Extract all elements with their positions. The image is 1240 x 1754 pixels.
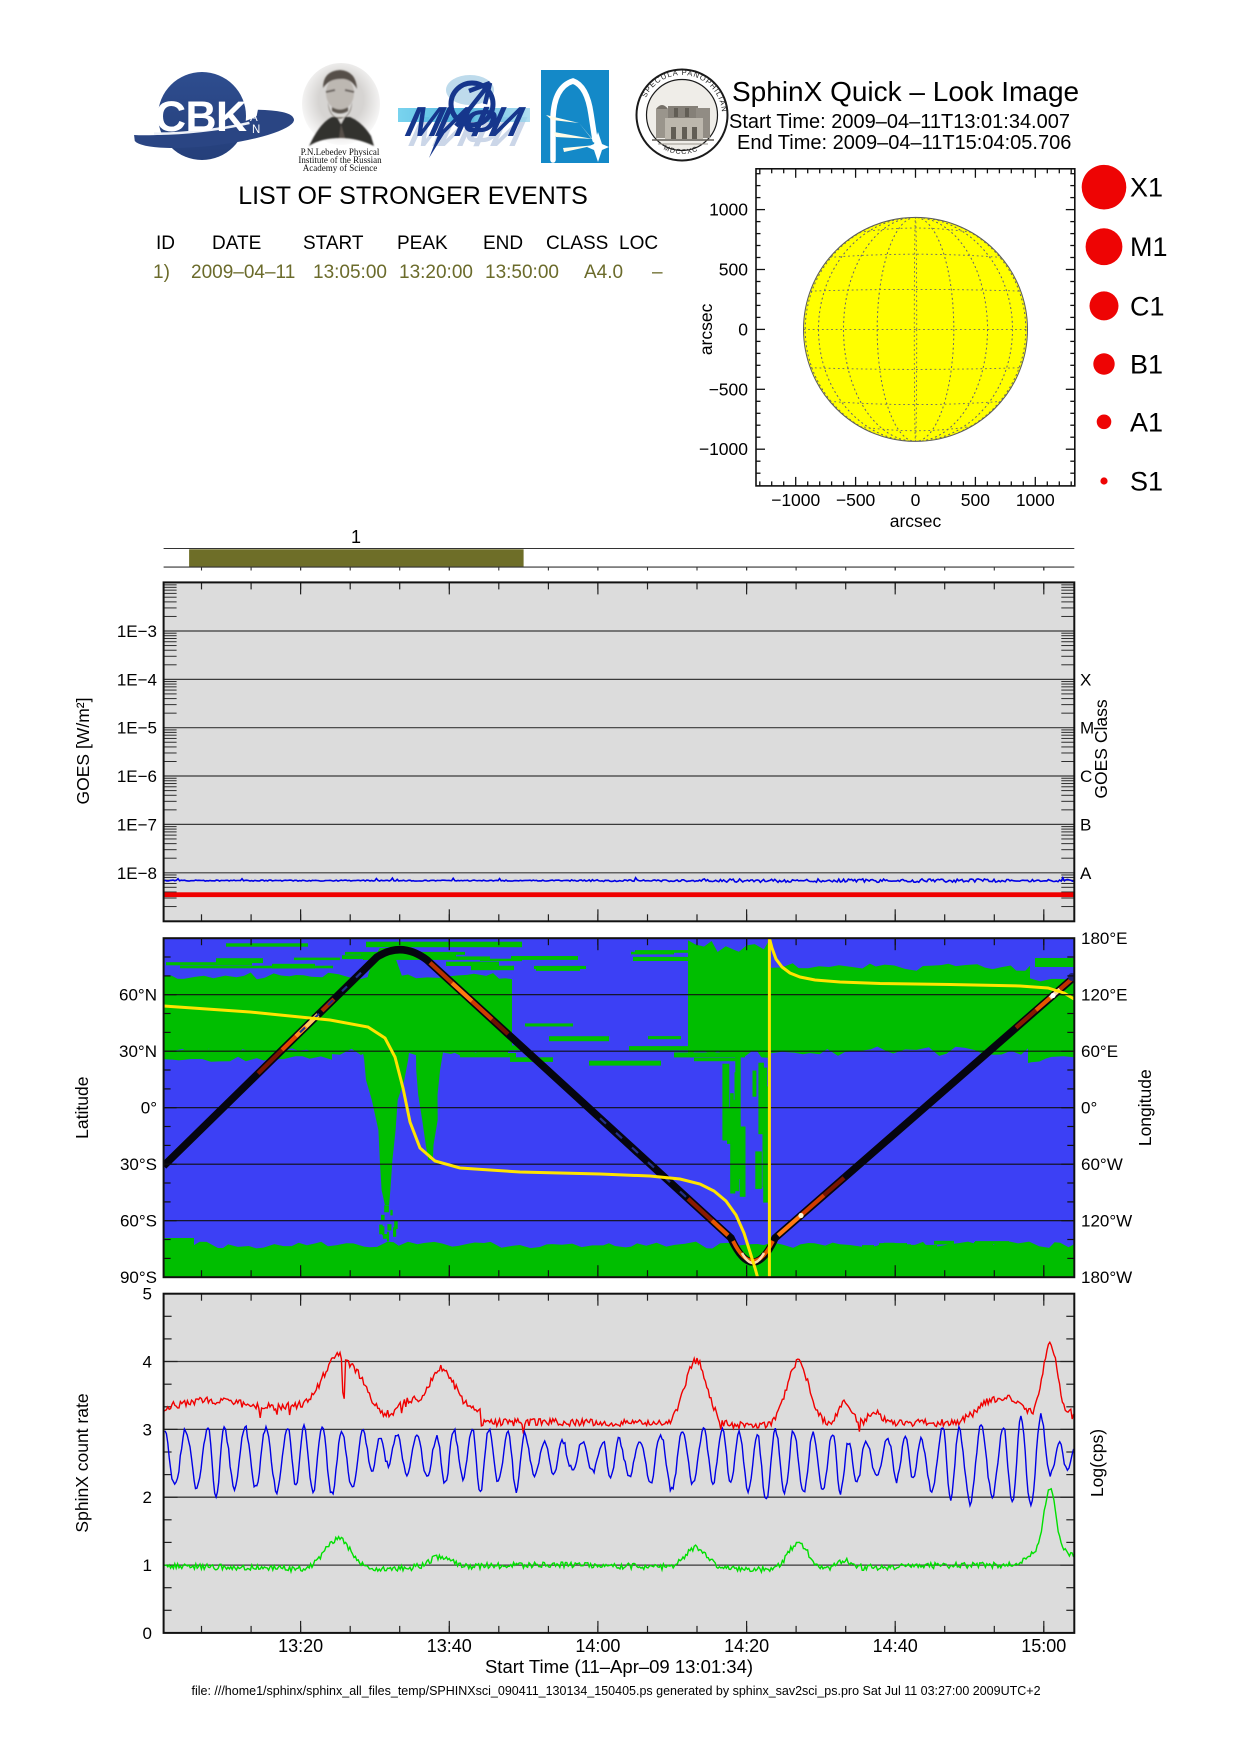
svg-text:M: M (1080, 719, 1094, 738)
svg-text:Longitude: Longitude (1135, 1069, 1155, 1146)
svg-text:13:20: 13:20 (278, 1636, 323, 1656)
svg-text:A1: A1 (1130, 407, 1163, 437)
svg-text:1E−3: 1E−3 (117, 622, 157, 641)
svg-text:500: 500 (719, 260, 748, 280)
svg-text:P: P (248, 100, 256, 112)
svg-text:C1: C1 (1130, 291, 1165, 321)
svg-text:180°E: 180°E (1081, 929, 1128, 948)
svg-text:B: B (1080, 815, 1091, 834)
svg-text:arcsec: arcsec (696, 303, 716, 355)
svg-text:0°: 0° (1081, 1099, 1097, 1118)
svg-text:A: A (1080, 864, 1092, 883)
svg-text:M1: M1 (1130, 232, 1168, 262)
svg-text:60°E: 60°E (1081, 1042, 1118, 1061)
svg-text:120°E: 120°E (1081, 986, 1128, 1005)
svg-text:−500: −500 (836, 490, 876, 510)
svg-text:−500: −500 (709, 379, 749, 399)
svg-text:3: 3 (143, 1420, 152, 1439)
svg-text:0°: 0° (141, 1099, 157, 1118)
svg-text:Start Time (11–Apr–09 13:01:34: Start Time (11–Apr–09 13:01:34) (485, 1656, 753, 1677)
svg-text:60°S: 60°S (120, 1212, 157, 1231)
svg-text:15:00: 15:00 (1021, 1636, 1066, 1656)
svg-text:14:00: 14:00 (575, 1636, 620, 1656)
svg-text:13:40: 13:40 (427, 1636, 472, 1656)
svg-text:−1000: −1000 (699, 439, 748, 459)
svg-text:4: 4 (143, 1353, 152, 1372)
svg-text:14:40: 14:40 (873, 1636, 918, 1656)
svg-text:SphinX count rate: SphinX count rate (72, 1393, 92, 1532)
svg-text:S1: S1 (1130, 467, 1163, 497)
svg-text:B1: B1 (1130, 350, 1163, 380)
svg-text:120°W: 120°W (1081, 1212, 1132, 1231)
svg-text:1E−8: 1E−8 (117, 864, 157, 883)
svg-text:60°N: 60°N (119, 986, 157, 1005)
svg-text:1: 1 (143, 1556, 152, 1575)
svg-text:Log(cps): Log(cps) (1087, 1429, 1107, 1497)
svg-text:1000: 1000 (1016, 490, 1055, 510)
svg-text:0: 0 (911, 490, 921, 510)
svg-text:X1: X1 (1130, 173, 1163, 203)
svg-text:1000: 1000 (709, 200, 748, 220)
svg-text:1: 1 (351, 527, 361, 547)
svg-text:file: ///home1/sphinx/sphinx_a: file: ///home1/sphinx/sphinx_all_files_t… (191, 1684, 1040, 1698)
svg-text:arcsec: arcsec (890, 511, 942, 531)
svg-text:0: 0 (143, 1624, 152, 1643)
svg-text:X: X (1080, 670, 1091, 689)
svg-text:90°S: 90°S (120, 1268, 157, 1287)
svg-text:180°W: 180°W (1081, 1268, 1132, 1287)
svg-text:A: A (250, 112, 258, 124)
svg-text:MDCCXC: MDCCXC (662, 145, 699, 156)
svg-text:0: 0 (738, 319, 748, 339)
svg-text:CBK: CBK (155, 93, 247, 141)
svg-text:GOES [W/m²]: GOES [W/m²] (73, 698, 93, 805)
svg-text:1E−4: 1E−4 (117, 670, 157, 689)
svg-text:GOES Class: GOES Class (1091, 699, 1111, 798)
svg-text:14:20: 14:20 (724, 1636, 769, 1656)
svg-text:Latitude: Latitude (72, 1077, 92, 1139)
svg-text:30°S: 30°S (120, 1155, 157, 1174)
svg-text:60°W: 60°W (1081, 1155, 1123, 1174)
svg-text:1E−7: 1E−7 (117, 815, 157, 834)
svg-text:500: 500 (961, 490, 990, 510)
svg-text:1E−5: 1E−5 (117, 719, 157, 738)
svg-text:N: N (252, 124, 260, 136)
svg-text:5: 5 (143, 1285, 152, 1304)
svg-text:C: C (1080, 767, 1092, 786)
svg-text:30°N: 30°N (119, 1042, 157, 1061)
svg-text:1E−6: 1E−6 (117, 767, 157, 786)
svg-text:2: 2 (143, 1488, 152, 1507)
svg-text:−1000: −1000 (771, 490, 820, 510)
